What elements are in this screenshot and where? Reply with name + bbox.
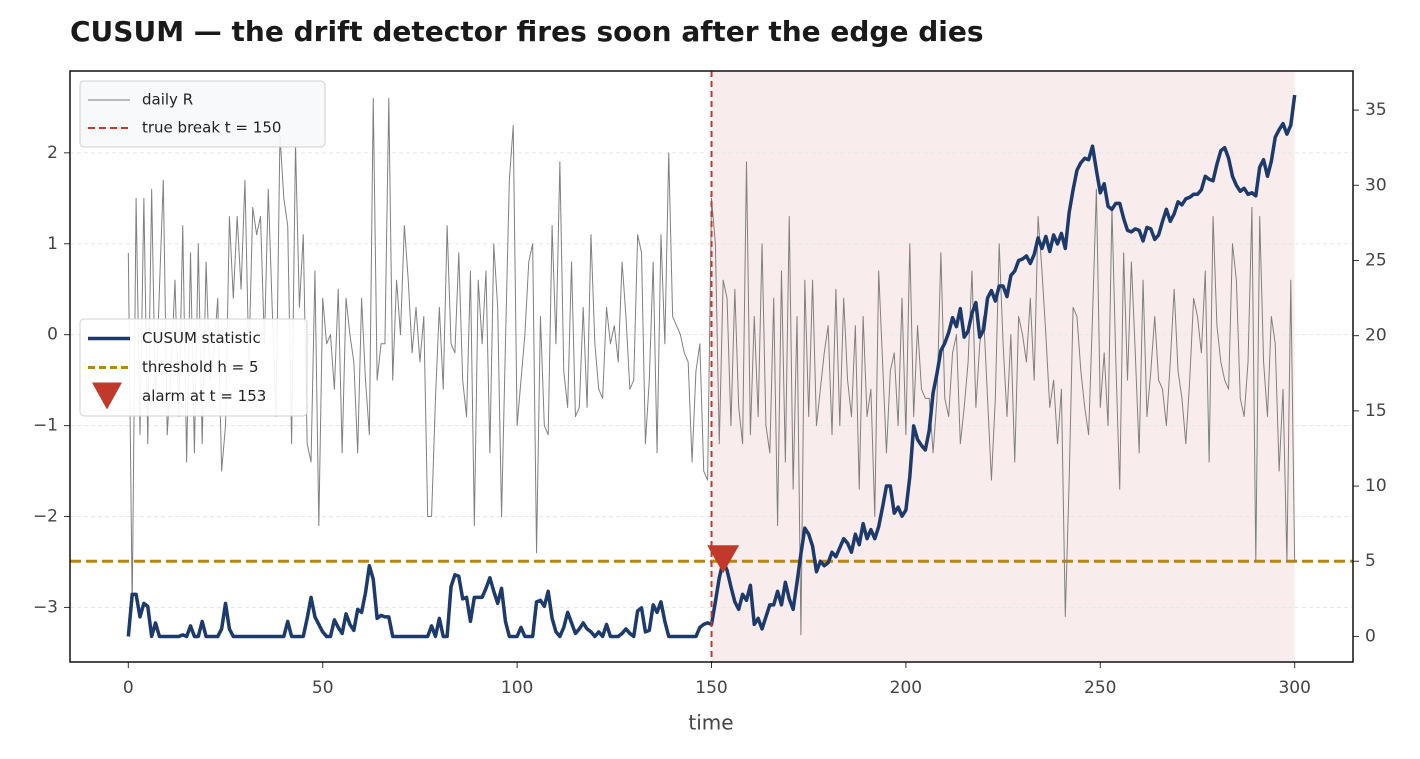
legend-swatch: [92, 382, 122, 410]
x-tick-label: 0: [123, 678, 134, 698]
x-tick-label: 250: [1084, 678, 1116, 698]
legend-label: alarm at t = 153: [142, 387, 266, 405]
legend-label: CUSUM statistic: [142, 329, 261, 347]
y-tick-label: −3: [33, 597, 58, 617]
legend-label: true break t = 150: [142, 119, 281, 137]
chart-title: CUSUM — the drift detector fires soon af…: [70, 15, 984, 48]
y-tick-label: −1: [33, 416, 58, 436]
plot-frame: [69, 70, 1354, 663]
y2-tick-label: 35: [1365, 100, 1387, 120]
legend-label: threshold h = 5: [142, 358, 259, 376]
y-tick-label: −2: [33, 507, 58, 527]
legend-box: [79, 318, 308, 417]
x-tick-label: 150: [695, 678, 727, 698]
y2-tick-label: 15: [1365, 401, 1387, 421]
series-line: [127, 97, 1296, 636]
alarm-marker: [707, 545, 740, 574]
y2-tick-label: 20: [1365, 326, 1387, 346]
y2-tick-label: 0: [1365, 626, 1376, 646]
x-tick-label: 50: [312, 678, 334, 698]
y2-tick-label: 25: [1365, 250, 1387, 270]
x-tick-label: 200: [890, 678, 922, 698]
legend-label: daily R: [142, 91, 193, 109]
y-tick-label: 1: [47, 234, 58, 254]
shaded-region: [711, 71, 1295, 662]
x-tick-label: 300: [1278, 678, 1310, 698]
y2-tick-label: 5: [1365, 551, 1376, 571]
legend-box: [79, 80, 326, 148]
y-tick-label: 2: [47, 143, 58, 163]
y2-tick-label: 30: [1365, 175, 1387, 195]
y2-tick-label: 10: [1365, 476, 1387, 496]
x-axis-label: time: [688, 711, 733, 735]
x-tick-label: 100: [501, 678, 533, 698]
y-tick-label: 0: [47, 325, 58, 345]
